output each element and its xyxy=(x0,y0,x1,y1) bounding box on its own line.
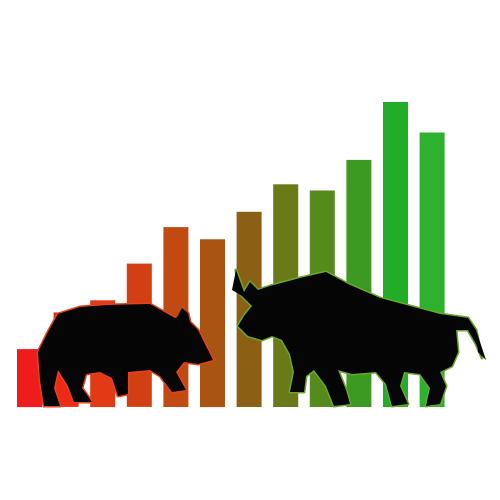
bear-body xyxy=(38,304,213,406)
bull-icon xyxy=(232,268,486,408)
bear-icon xyxy=(36,302,215,408)
bull-tail-tip xyxy=(476,330,486,360)
bull-horn xyxy=(232,270,242,296)
bear-ear xyxy=(176,308,188,319)
bar-6 xyxy=(200,239,225,408)
bull-body xyxy=(236,270,482,406)
